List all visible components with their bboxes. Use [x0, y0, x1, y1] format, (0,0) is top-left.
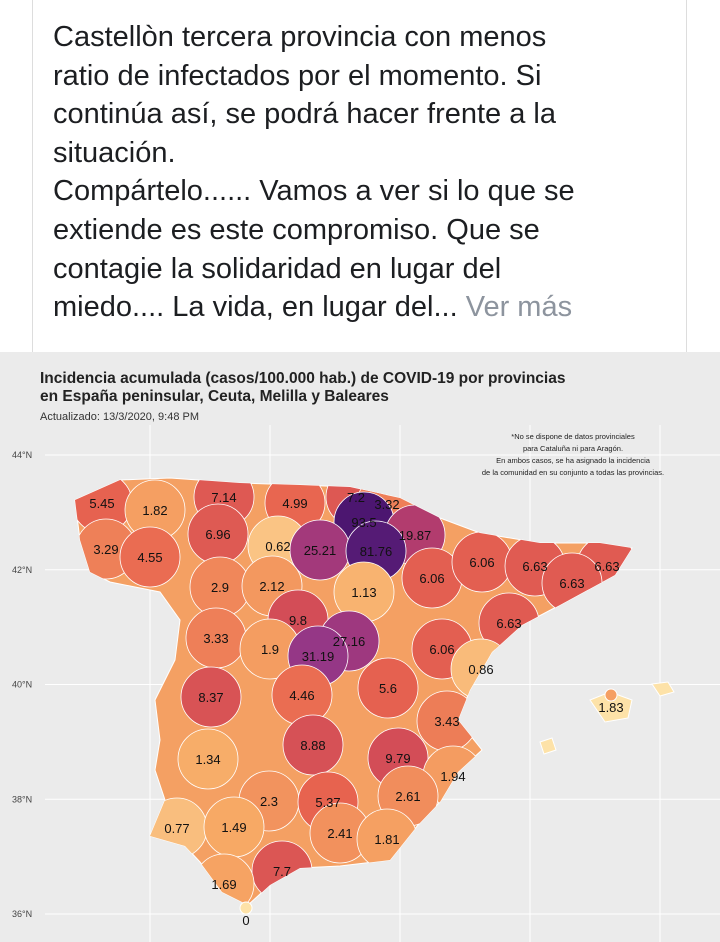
province-value: 6.96	[205, 527, 230, 542]
province-value: 25.21	[304, 543, 337, 558]
island	[651, 681, 675, 697]
province-value: 6.63	[594, 559, 619, 574]
province-value: 31.19	[302, 649, 335, 664]
province-value: 1.82	[142, 503, 167, 518]
province-value: 3.33	[203, 631, 228, 646]
island	[539, 737, 557, 755]
province-value: 5.45	[89, 496, 114, 511]
province-value: 6.06	[469, 555, 494, 570]
province-value: 4.46	[289, 688, 314, 703]
map-note: para Cataluña ni para Aragón.	[523, 444, 623, 453]
lat-label: 42°N	[12, 565, 32, 575]
map-title: en España peninsular, Ceuta, Melilla y B…	[40, 388, 389, 405]
province-value: 93.5	[351, 515, 376, 530]
province-value: 1.69	[211, 877, 236, 892]
province-value: 2.3	[260, 794, 278, 809]
lat-label: 44°N	[12, 450, 32, 460]
lat-label: 38°N	[12, 794, 32, 804]
province-value: 5.37	[315, 795, 340, 810]
lat-label: 40°N	[12, 680, 32, 690]
map-title: Incidencia acumulada (casos/100.000 hab.…	[40, 370, 565, 387]
post-line: contagie la solidaridad en lugar del	[53, 252, 502, 285]
map-note: de la comunidad en su conjunto a todas l…	[482, 468, 664, 477]
province-value: 3.43	[434, 714, 459, 729]
provinces	[75, 478, 632, 905]
province-value: 4.55	[137, 550, 162, 565]
province-value: 2.9	[211, 580, 229, 595]
province	[239, 901, 253, 915]
province-value: 1.49	[221, 820, 246, 835]
province-value: 19.87	[399, 528, 432, 543]
lat-label: 36°N	[12, 909, 32, 919]
province-value: 1.34	[195, 752, 220, 767]
province-value: 1.9	[261, 642, 279, 657]
map-note: *No se dispone de datos provinciales	[511, 432, 635, 441]
post-line: ratio de infectados por el momento. Si	[53, 59, 542, 92]
province-value: 3.32	[374, 497, 399, 512]
province-value: 6.06	[419, 571, 444, 586]
post-line: Castellòn tercera provincia con menos	[53, 21, 547, 53]
see-more[interactable]: Ver más	[465, 291, 573, 324]
province-value: 8.88	[300, 738, 325, 753]
province-value: 1.94	[440, 769, 465, 784]
province-value: 7.14	[211, 490, 236, 505]
post-line: extiende es este compromiso. Que se	[53, 213, 540, 246]
province-value: 6.63	[496, 616, 521, 631]
province-value: 1.81	[374, 832, 399, 847]
province-value: 6.63	[522, 559, 547, 574]
province-value: 9.8	[289, 613, 307, 628]
province-value: 2.41	[327, 826, 352, 841]
post-line: situación.	[53, 136, 176, 169]
province	[282, 714, 344, 776]
province-value: 5.6	[379, 681, 397, 696]
province-value: 7.2	[347, 490, 365, 505]
map-updated: Actualizado: 13/3/2020, 9:48 PM	[40, 411, 199, 423]
province-value: 3.29	[93, 542, 118, 557]
province-value: 2.61	[395, 789, 420, 804]
province	[119, 526, 181, 588]
province-value: 1.13	[351, 585, 376, 600]
province-value: 2.12	[259, 579, 284, 594]
province-value: 9.79	[385, 751, 410, 766]
post-line: miedo.... La vida, en lugar del... Ver m…	[53, 291, 573, 324]
map: 44°N 42°N 40°N 38°N 36°N Incidencia acumulada…	[0, 352, 720, 942]
province	[357, 657, 419, 719]
province-value: 1.83	[598, 700, 623, 715]
province	[180, 666, 242, 728]
province-value: 0.86	[468, 662, 493, 677]
post-line: continúa así, se podrá hacer frente a la	[53, 98, 556, 131]
province-value: 0.62	[265, 539, 290, 554]
province	[177, 728, 239, 790]
province-value: 0.77	[164, 821, 189, 836]
province-value: 7.7	[273, 864, 291, 879]
province-value: 81.76	[360, 544, 393, 559]
province-value: 0	[242, 913, 249, 928]
province-value: 6.06	[429, 642, 454, 657]
province	[604, 688, 618, 702]
province-value: 6.63	[559, 576, 584, 591]
province-value: 8.37	[198, 690, 223, 705]
map-note: En ambos casos, se ha asignado la incide…	[496, 456, 651, 465]
province-value: 27.16	[333, 634, 366, 649]
post: Castellòn tercera provincia con menos rat…	[32, 0, 687, 352]
post-line: Compártelo...... Vamos a ver si lo que s…	[53, 175, 575, 208]
province-value: 4.99	[282, 496, 307, 511]
